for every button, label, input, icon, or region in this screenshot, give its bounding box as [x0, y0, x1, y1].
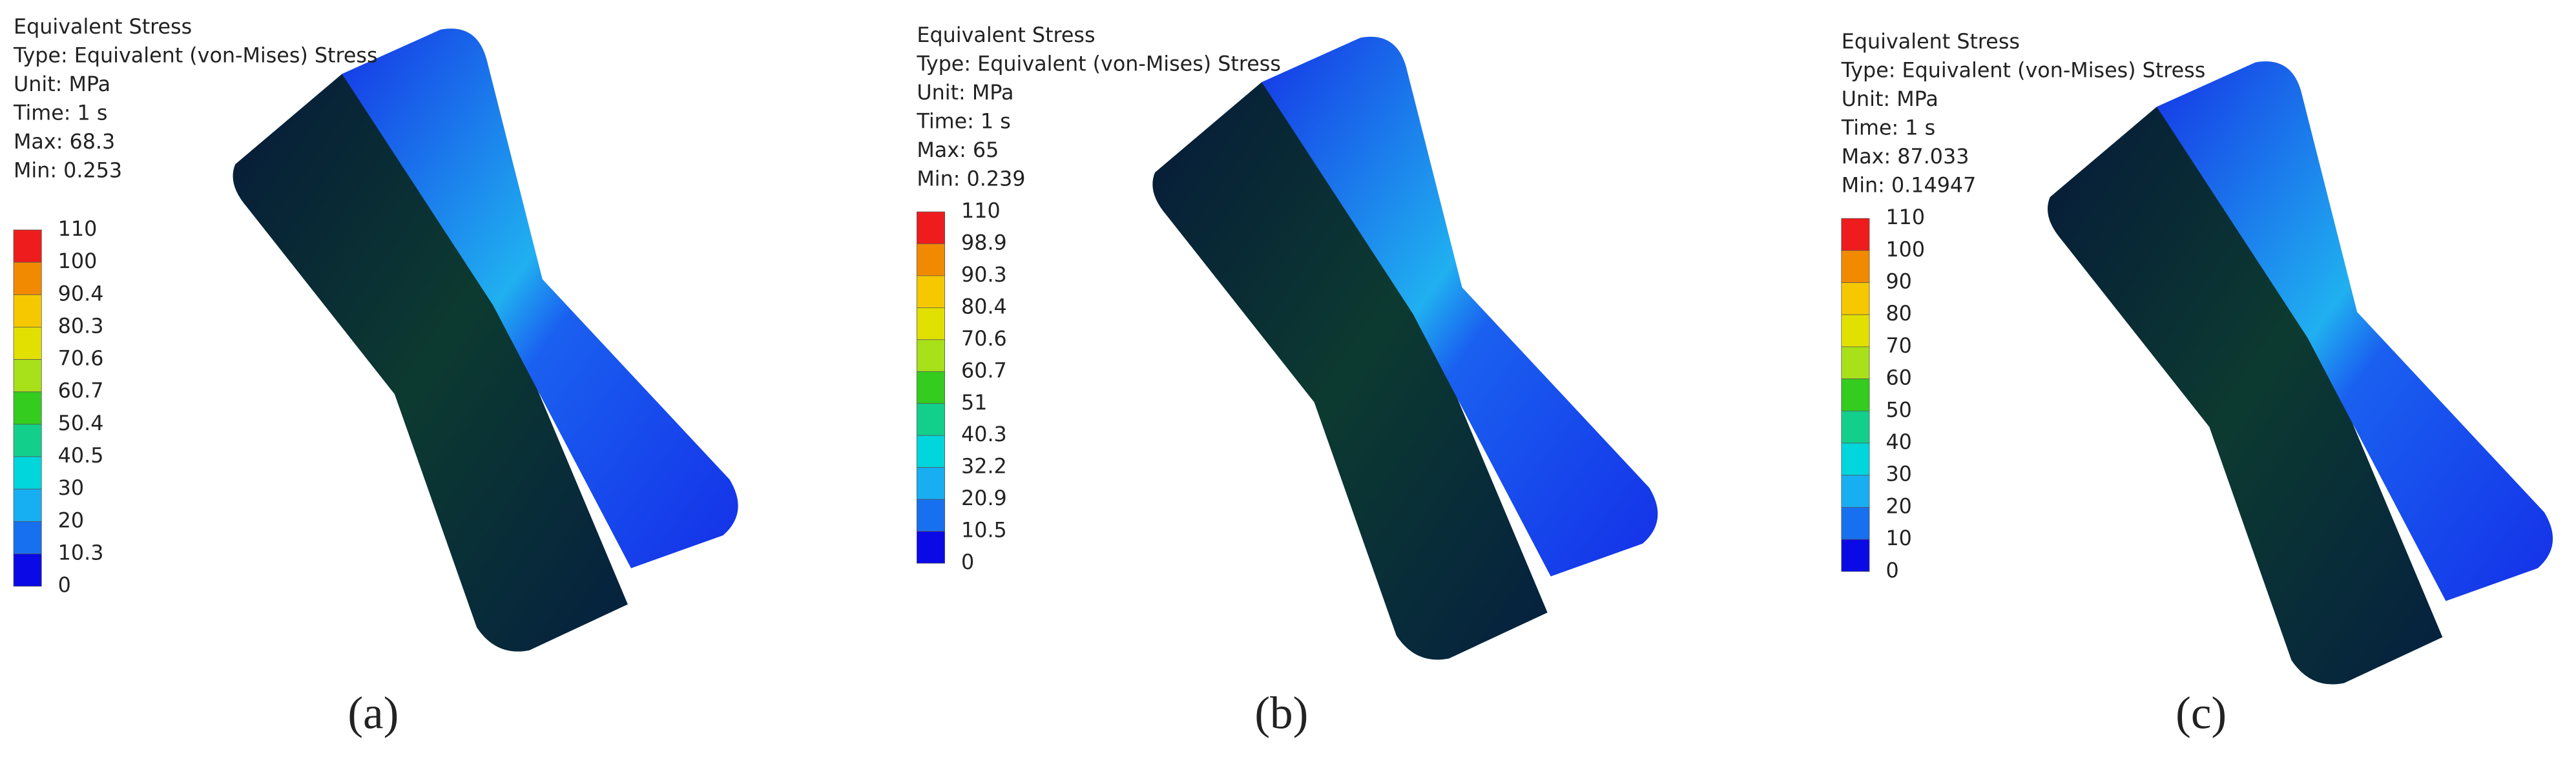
legend-header: Unit: MPa — [917, 81, 1013, 105]
legend-label: 51 — [961, 391, 987, 415]
legend-header: Equivalent Stress — [917, 24, 1095, 47]
legend-label: 10.5 — [961, 519, 1007, 543]
legend-label: 90 — [1885, 271, 1911, 294]
legend-label: 60 — [1885, 367, 1911, 390]
legend-label: 20 — [1885, 495, 1911, 518]
legend-band — [1841, 442, 1870, 476]
legend-band — [13, 391, 42, 425]
legend-label: 20 — [58, 509, 84, 532]
legend-header: Time: 1 s — [13, 102, 107, 125]
legend-band — [13, 456, 42, 490]
legend-band — [13, 294, 42, 327]
legend-label: 100 — [1885, 238, 1925, 262]
legend-label: 10 — [1885, 527, 1911, 550]
legend-band — [1841, 314, 1870, 347]
legend-label: 0 — [1885, 559, 1898, 583]
legend-band — [1841, 218, 1870, 251]
legend-label: 80.4 — [961, 295, 1007, 318]
legend-header: Min: 0.14947 — [1842, 174, 1977, 198]
legend-label: 90.3 — [961, 264, 1007, 287]
legend-band — [1841, 282, 1870, 315]
legend-label: 110 — [961, 200, 1001, 223]
legend-label: 20.9 — [961, 487, 1007, 510]
legend-band — [13, 424, 42, 457]
legend-band — [1841, 346, 1870, 380]
legend-band — [13, 359, 42, 393]
legend-label: 70 — [1885, 335, 1911, 358]
legend-label: 0 — [58, 574, 71, 597]
legend-header: Unit: MPa — [14, 73, 110, 96]
legend-header: Type: Equivalent (von-Mises) Stress — [1841, 59, 2205, 83]
legend-label: 80 — [1885, 302, 1911, 326]
legend-band — [917, 499, 946, 532]
caption: (a) — [348, 688, 399, 738]
legend-band — [917, 371, 946, 404]
legend-label: 30 — [1885, 463, 1911, 486]
legend-band — [13, 521, 42, 554]
legend-label: 0 — [961, 551, 974, 574]
legend-band — [917, 244, 946, 276]
legend-header: Time: 1 s — [1841, 117, 1935, 140]
legend-label: 50 — [1885, 399, 1911, 422]
legend-header: Max: 68.3 — [14, 130, 115, 154]
legend-band — [917, 403, 946, 436]
legend-band — [13, 327, 42, 360]
legend-label: 90.4 — [58, 282, 104, 306]
model — [233, 28, 738, 652]
legend-band — [13, 262, 42, 295]
legend-header: Unit: MPa — [1842, 88, 1938, 111]
legend-band — [1841, 539, 1870, 572]
legend-label: 10.3 — [58, 542, 104, 565]
legend-band — [917, 531, 946, 564]
legend-band — [1841, 507, 1870, 540]
legend-band — [13, 554, 42, 587]
legend-label: 100 — [58, 250, 98, 273]
caption: (b) — [1254, 688, 1308, 738]
legend-band — [917, 435, 946, 468]
legend-label: 30 — [58, 477, 84, 500]
legend-label: 60.7 — [961, 359, 1007, 382]
legend-header: Time: 1 s — [916, 110, 1010, 133]
legend-label: 40 — [1885, 431, 1911, 454]
legend-label: 40.3 — [961, 423, 1007, 446]
legend-label: 80.3 — [58, 315, 104, 338]
legend-label: 98.9 — [961, 231, 1007, 254]
legend-band — [1841, 378, 1870, 411]
legend-header: Min: 0.239 — [917, 167, 1025, 191]
legend-band — [13, 229, 42, 263]
legend-header: Min: 0.253 — [14, 160, 122, 183]
legend-label: 50.4 — [58, 412, 104, 435]
legend-label: 60.7 — [58, 380, 104, 403]
legend-band — [1841, 250, 1870, 283]
legend-band — [917, 275, 946, 308]
legend-header: Max: 65 — [917, 139, 999, 162]
legend-band — [917, 307, 946, 340]
legend-band — [917, 339, 946, 372]
legend-band — [917, 211, 946, 244]
legend-header: Equivalent Stress — [1842, 30, 2020, 54]
legend-label: 110 — [58, 218, 98, 241]
legend-label: 70.6 — [961, 327, 1007, 351]
model — [1152, 36, 1658, 660]
model — [2047, 61, 2553, 685]
legend-header: Equivalent Stress — [14, 16, 192, 39]
legend-band — [1841, 475, 1870, 508]
legend-label: 32.2 — [961, 455, 1007, 479]
legend-header: Type: Equivalent (von-Mises) Stress — [916, 52, 1280, 76]
legend-header: Max: 87.033 — [1842, 145, 1969, 169]
legend-band — [917, 467, 946, 500]
legend-label: 110 — [1885, 206, 1925, 229]
legend-band — [13, 488, 42, 522]
legend-label: 40.5 — [58, 444, 104, 468]
caption: (c) — [2176, 688, 2227, 738]
legend-label: 70.6 — [58, 347, 104, 371]
legend-header: Type: Equivalent (von-Mises) Stress — [13, 45, 377, 68]
legend-band — [1841, 410, 1870, 444]
